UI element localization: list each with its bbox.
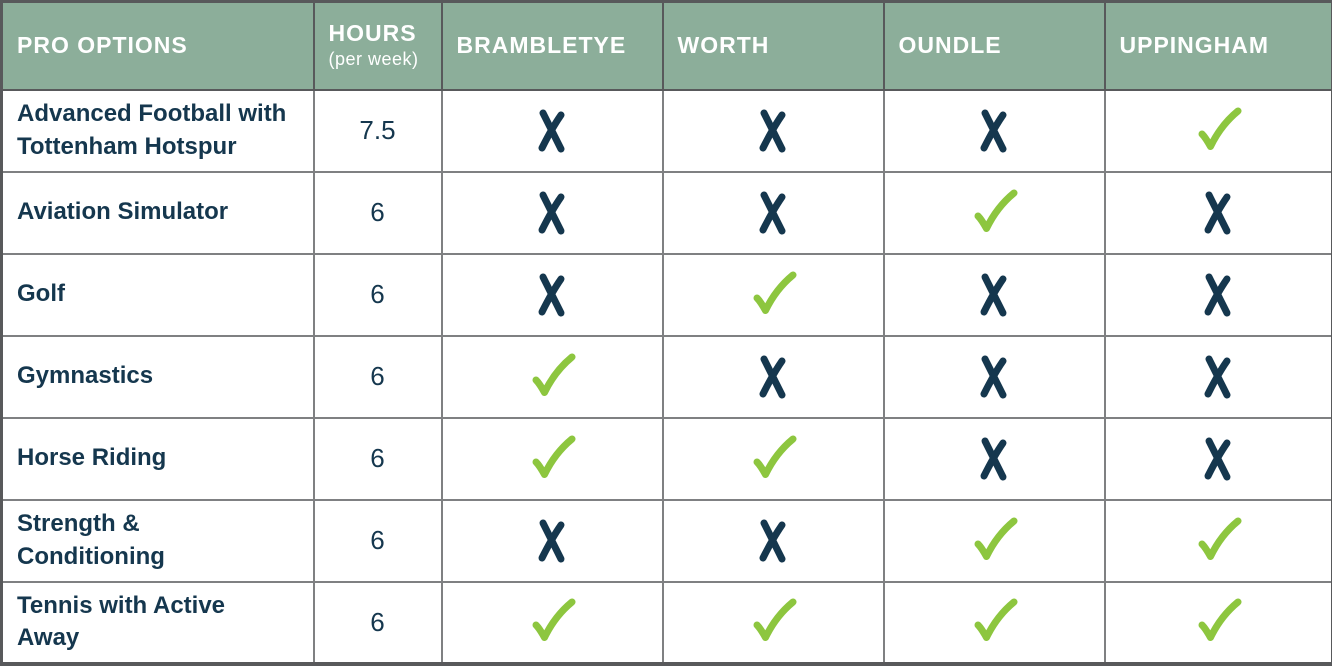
row-hours-value: 7.5 [312,88,443,173]
cross-icon [970,353,1018,401]
availability-cell [882,334,1106,419]
cross-icon [528,189,576,237]
availability-cell [661,334,885,419]
availability-cell [661,498,885,583]
check-icon [528,435,576,483]
check-icon [1194,598,1242,646]
availability-cell [882,580,1106,665]
row-option-label: Horse Riding [0,416,315,501]
availability-cell [661,170,885,255]
table-row: Gymnastics 6 [0,334,1332,419]
availability-cell [882,498,1106,583]
cross-icon [528,107,576,155]
check-icon [749,271,797,319]
availability-cell [440,580,664,665]
availability-cell [440,88,664,173]
check-icon [970,598,1018,646]
header-school-worth: WORTH [661,0,885,91]
availability-cell [882,88,1106,173]
check-icon [970,517,1018,565]
row-hours-value: 6 [312,170,443,255]
hours-subtitle: (per week) [328,49,419,70]
availability-cell [882,416,1106,501]
cross-icon [1194,435,1242,483]
row-option-label: Golf [0,252,315,337]
availability-cell [440,252,664,337]
check-icon [970,189,1018,237]
row-hours-value: 6 [312,498,443,583]
row-option-label: Strength & Conditioning [0,498,315,583]
availability-cell [1103,334,1332,419]
header-pro-options: PRO OPTIONS [0,0,315,91]
header-school-uppingham: UPPINGHAM [1103,0,1332,91]
availability-cell [882,252,1106,337]
table-row: Tennis with Active Away 6 [0,580,1332,665]
table-row: Horse Riding 6 [0,416,1332,501]
availability-cell [882,170,1106,255]
availability-cell [440,170,664,255]
check-icon [1194,517,1242,565]
availability-cell [661,416,885,501]
availability-cell [440,416,664,501]
row-option-label: Aviation Simulator [0,170,315,255]
row-option-label: Tennis with Active Away [0,580,315,665]
availability-cell [440,498,664,583]
check-icon [749,435,797,483]
cross-icon [749,189,797,237]
table-row: Advanced Football with Tottenham Hotspur… [0,88,1332,173]
availability-cell [1103,88,1332,173]
availability-cell [1103,170,1332,255]
cross-icon [749,517,797,565]
row-option-label: Gymnastics [0,334,315,419]
availability-cell [661,88,885,173]
check-icon [749,598,797,646]
availability-cell [661,252,885,337]
row-hours-value: 6 [312,580,443,665]
cross-icon [528,271,576,319]
availability-cell [1103,416,1332,501]
table-row: Aviation Simulator 6 [0,170,1332,255]
header-school-brambletye: BRAMBLETYE [440,0,664,91]
availability-cell [440,334,664,419]
header-school-oundle: OUNDLE [882,0,1106,91]
availability-cell [1103,498,1332,583]
header-hours: HOURS (per week) [312,0,443,91]
check-icon [528,598,576,646]
cross-icon [749,353,797,401]
cross-icon [970,271,1018,319]
table-row: Golf 6 [0,252,1332,337]
row-hours-value: 6 [312,252,443,337]
row-option-label: Advanced Football with Tottenham Hotspur [0,88,315,173]
row-hours-value: 6 [312,334,443,419]
cross-icon [970,435,1018,483]
row-hours-value: 6 [312,416,443,501]
cross-icon [970,107,1018,155]
header-row: PRO OPTIONS HOURS (per week) BRAMBLETYE … [0,0,1332,91]
table-row: Strength & Conditioning 6 [0,498,1332,583]
cross-icon [1194,189,1242,237]
cross-icon [1194,353,1242,401]
check-icon [528,353,576,401]
availability-cell [1103,580,1332,665]
check-icon [1194,107,1242,155]
cross-icon [1194,271,1242,319]
cross-icon [749,107,797,155]
availability-cell [1103,252,1332,337]
availability-cell [661,580,885,665]
hours-title: HOURS [328,20,417,47]
cross-icon [528,517,576,565]
